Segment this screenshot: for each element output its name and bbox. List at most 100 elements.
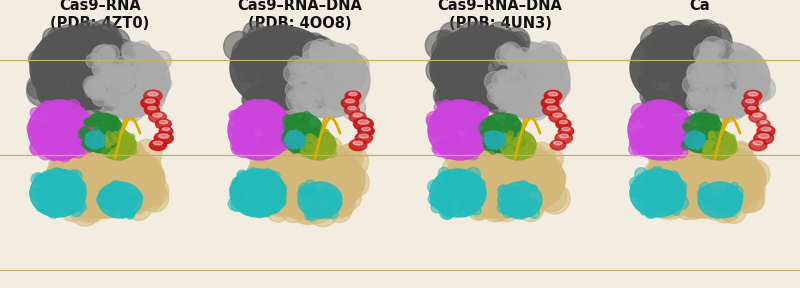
Ellipse shape: [492, 79, 507, 94]
Ellipse shape: [440, 105, 452, 116]
Ellipse shape: [71, 144, 85, 158]
Ellipse shape: [472, 186, 486, 200]
Ellipse shape: [263, 189, 277, 202]
Ellipse shape: [690, 137, 694, 143]
Ellipse shape: [122, 137, 128, 143]
Ellipse shape: [662, 149, 673, 160]
Ellipse shape: [46, 179, 59, 192]
Ellipse shape: [458, 190, 473, 204]
Ellipse shape: [120, 171, 142, 193]
Ellipse shape: [73, 147, 80, 155]
Ellipse shape: [249, 95, 266, 112]
Ellipse shape: [68, 170, 97, 198]
Ellipse shape: [238, 32, 269, 63]
Ellipse shape: [702, 189, 730, 218]
Ellipse shape: [306, 36, 335, 66]
Ellipse shape: [724, 135, 731, 143]
Ellipse shape: [53, 38, 69, 54]
Ellipse shape: [438, 171, 452, 186]
Ellipse shape: [662, 149, 676, 162]
Ellipse shape: [290, 115, 296, 122]
Ellipse shape: [509, 32, 529, 52]
Ellipse shape: [699, 144, 709, 153]
Ellipse shape: [285, 131, 305, 149]
Ellipse shape: [84, 164, 110, 192]
Ellipse shape: [254, 113, 266, 125]
Ellipse shape: [105, 138, 110, 143]
Ellipse shape: [55, 40, 70, 55]
Ellipse shape: [124, 101, 144, 121]
Ellipse shape: [94, 140, 97, 143]
Ellipse shape: [506, 80, 534, 109]
Ellipse shape: [288, 135, 296, 143]
Ellipse shape: [148, 106, 156, 110]
Ellipse shape: [109, 69, 119, 79]
Ellipse shape: [715, 100, 731, 116]
Ellipse shape: [529, 144, 545, 160]
Ellipse shape: [230, 184, 241, 195]
Ellipse shape: [277, 137, 285, 145]
Ellipse shape: [318, 209, 326, 217]
Ellipse shape: [279, 74, 291, 86]
Ellipse shape: [431, 116, 443, 128]
Ellipse shape: [306, 64, 329, 87]
Ellipse shape: [498, 158, 514, 174]
Ellipse shape: [539, 75, 554, 90]
Ellipse shape: [34, 174, 45, 185]
Ellipse shape: [518, 135, 525, 141]
Ellipse shape: [303, 33, 326, 56]
Ellipse shape: [694, 88, 722, 116]
Ellipse shape: [471, 34, 492, 54]
Ellipse shape: [49, 150, 79, 180]
Ellipse shape: [93, 134, 98, 139]
Ellipse shape: [234, 137, 247, 152]
Ellipse shape: [491, 72, 502, 82]
Ellipse shape: [521, 69, 536, 84]
Ellipse shape: [83, 68, 91, 77]
Ellipse shape: [85, 77, 98, 89]
Ellipse shape: [470, 45, 540, 101]
Ellipse shape: [274, 64, 303, 92]
Ellipse shape: [256, 162, 272, 177]
Ellipse shape: [313, 163, 342, 192]
Ellipse shape: [262, 187, 277, 202]
Ellipse shape: [650, 114, 659, 123]
Ellipse shape: [502, 85, 519, 101]
Ellipse shape: [328, 209, 338, 219]
Ellipse shape: [713, 189, 722, 198]
Ellipse shape: [742, 81, 758, 98]
Ellipse shape: [86, 143, 94, 152]
Ellipse shape: [269, 107, 277, 114]
Ellipse shape: [468, 165, 495, 192]
Ellipse shape: [122, 153, 127, 158]
Ellipse shape: [761, 127, 771, 131]
Ellipse shape: [94, 132, 98, 135]
Ellipse shape: [435, 71, 454, 89]
Ellipse shape: [54, 202, 61, 209]
Ellipse shape: [77, 129, 92, 144]
Ellipse shape: [47, 124, 59, 136]
Ellipse shape: [138, 193, 153, 207]
Ellipse shape: [303, 134, 310, 141]
Ellipse shape: [37, 204, 45, 212]
Ellipse shape: [513, 98, 530, 116]
Ellipse shape: [670, 116, 684, 130]
Ellipse shape: [757, 120, 770, 128]
Ellipse shape: [748, 92, 758, 96]
Ellipse shape: [528, 168, 544, 184]
Ellipse shape: [446, 135, 461, 149]
Ellipse shape: [274, 123, 286, 134]
Ellipse shape: [724, 143, 731, 150]
Ellipse shape: [61, 170, 72, 181]
Ellipse shape: [282, 131, 291, 139]
Ellipse shape: [483, 192, 498, 208]
Ellipse shape: [462, 160, 490, 188]
Ellipse shape: [278, 198, 285, 204]
Ellipse shape: [254, 155, 280, 181]
Ellipse shape: [308, 192, 324, 209]
Ellipse shape: [301, 133, 306, 138]
Text: Cas9–RNA: Cas9–RNA: [59, 0, 141, 13]
Ellipse shape: [435, 87, 454, 107]
Ellipse shape: [482, 119, 490, 128]
Ellipse shape: [699, 201, 715, 217]
